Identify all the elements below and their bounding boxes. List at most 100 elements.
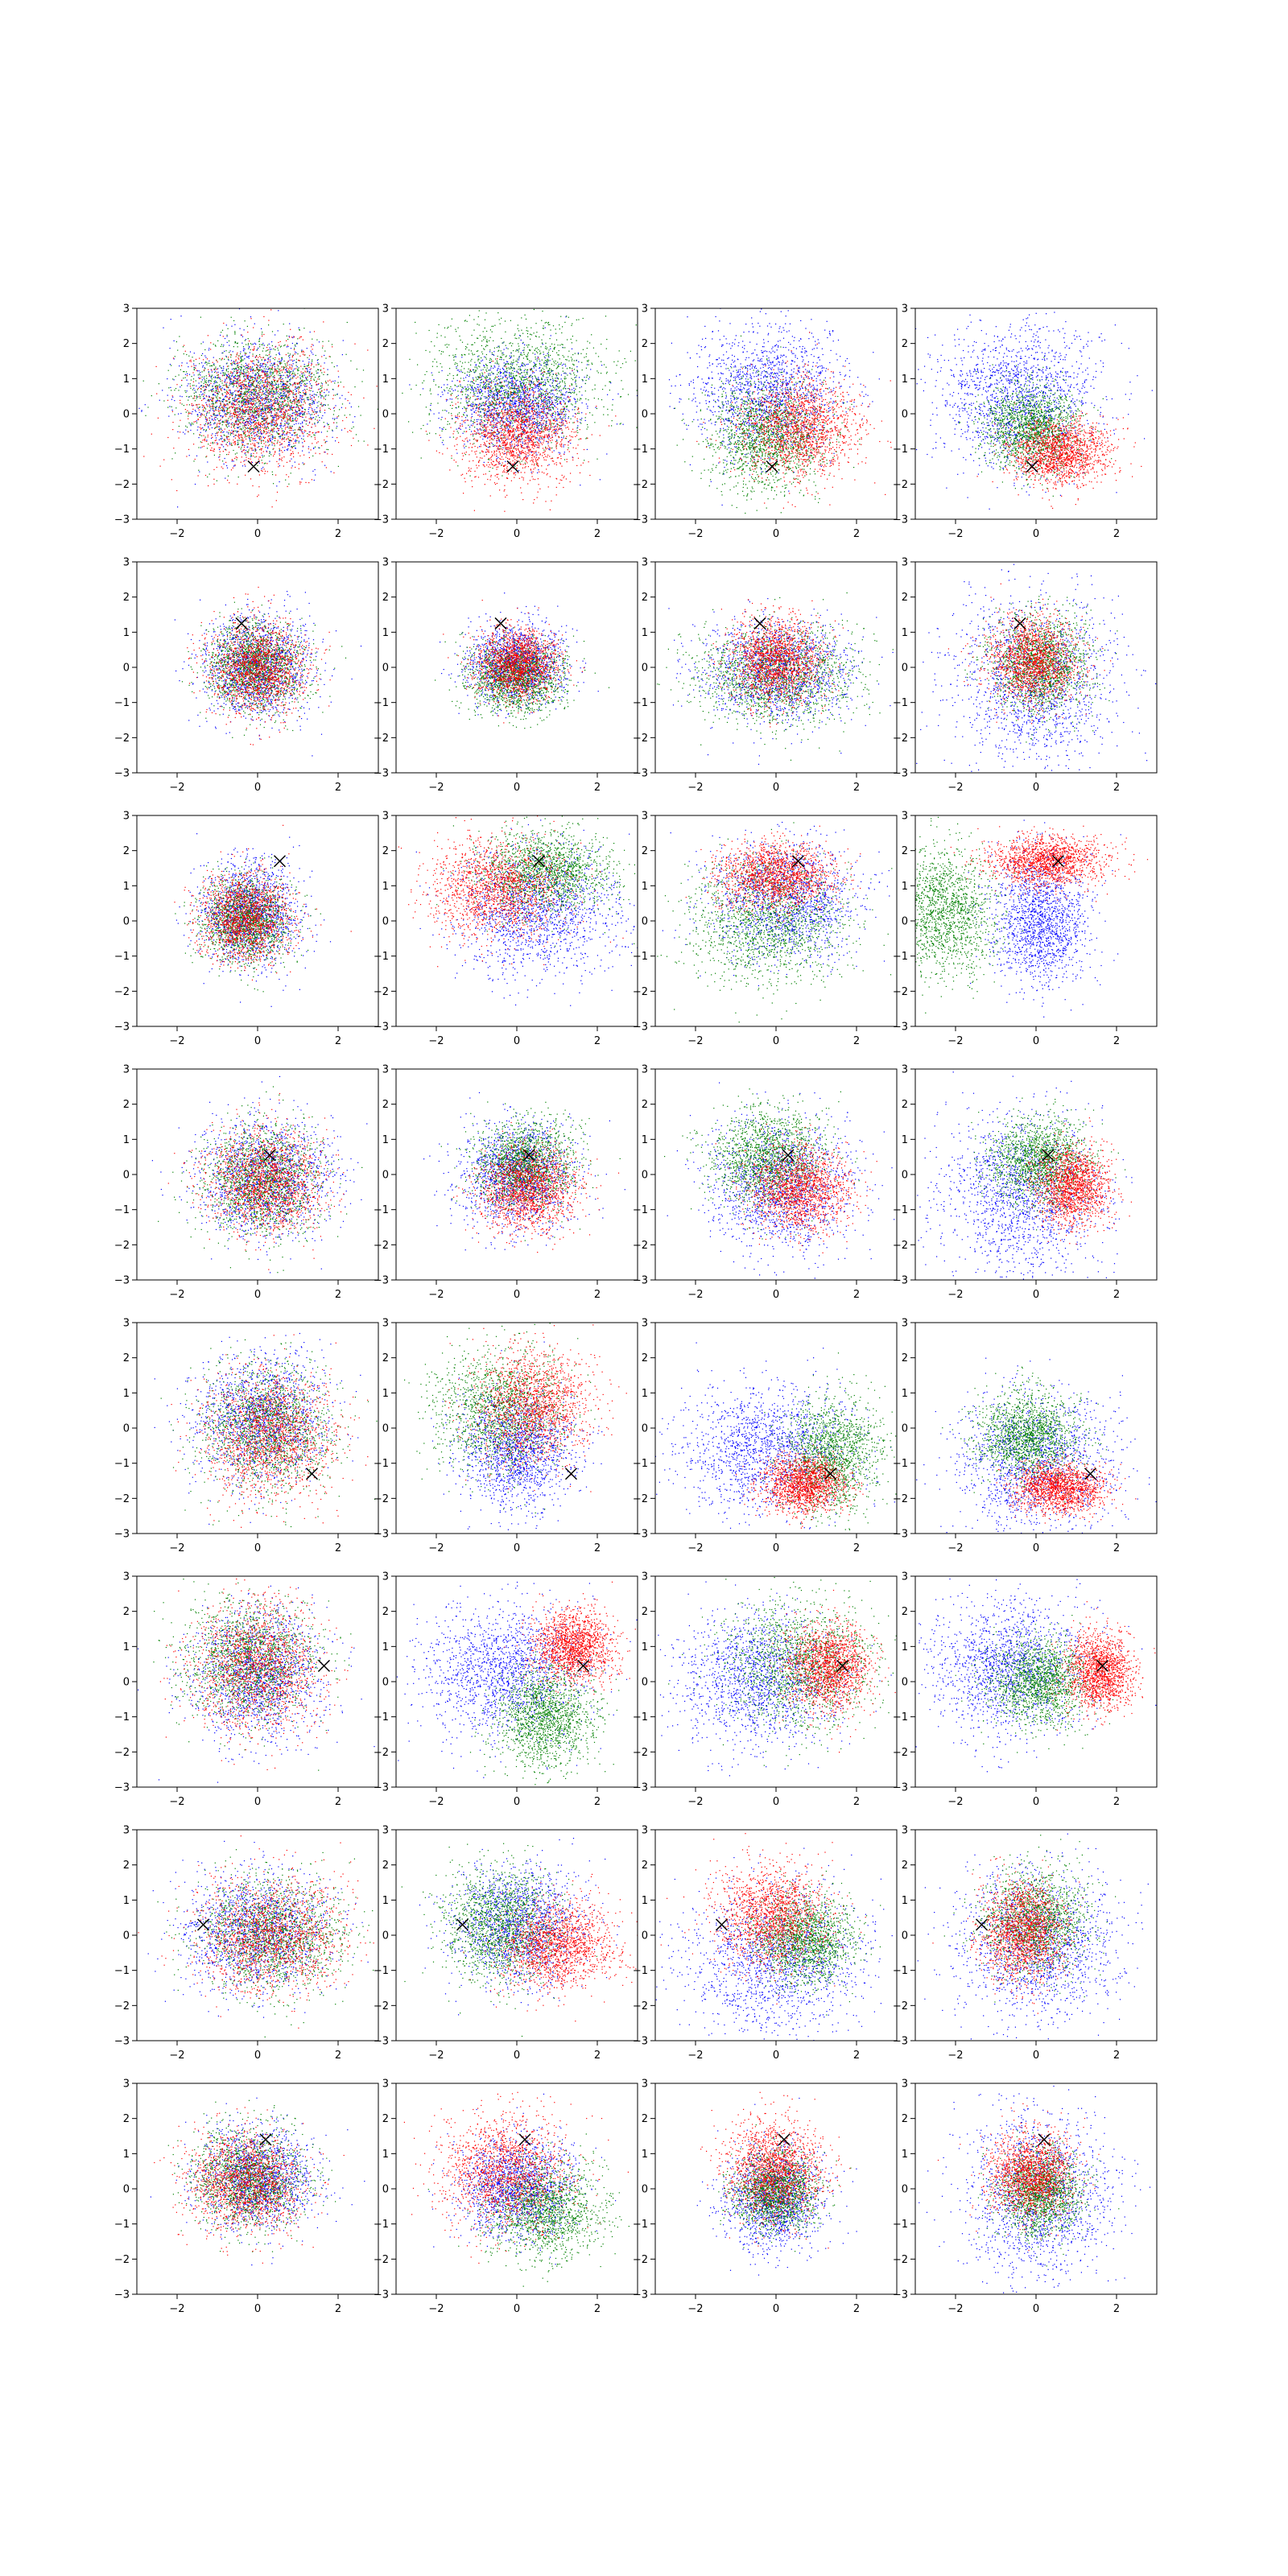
scatter-point xyxy=(229,416,230,417)
scatter-point xyxy=(305,377,306,378)
scatter-point xyxy=(292,365,293,366)
scatter-point xyxy=(266,376,267,377)
scatter-point xyxy=(271,419,272,420)
scatter-point xyxy=(300,366,301,367)
scatter-point xyxy=(229,377,230,378)
scatter-point xyxy=(265,370,266,371)
scatter-point xyxy=(283,375,284,376)
scatter-point xyxy=(234,428,235,429)
scatter-point xyxy=(207,411,208,412)
scatter-point xyxy=(291,390,292,391)
scatter-point xyxy=(260,448,261,449)
scatter-point xyxy=(533,394,534,395)
scatter-point xyxy=(321,445,322,446)
scatter-point xyxy=(205,416,206,417)
scatter-point xyxy=(237,378,238,379)
scatter-point xyxy=(347,431,348,432)
scatter-point xyxy=(297,338,298,339)
scatter-point xyxy=(274,415,275,416)
scatter-point xyxy=(213,451,214,452)
scatter-point xyxy=(263,403,264,404)
scatter-point xyxy=(304,394,305,395)
scatter-point xyxy=(236,368,237,369)
scatter-point xyxy=(193,405,194,406)
scatter-point xyxy=(276,402,277,403)
scatter-point xyxy=(326,441,327,442)
scatter-point xyxy=(283,366,284,367)
scatter-point xyxy=(232,424,233,425)
scatter-point xyxy=(273,443,274,444)
scatter-point xyxy=(259,394,260,395)
scatter-point xyxy=(220,408,221,409)
scatter-point xyxy=(254,405,255,406)
scatter-point xyxy=(308,434,309,435)
scatter-point xyxy=(236,401,237,402)
scatter-point xyxy=(278,365,279,366)
scatter-point xyxy=(279,401,280,402)
scatter-point xyxy=(202,405,203,406)
scatter-point xyxy=(276,426,277,427)
scatter-point xyxy=(181,365,182,366)
scatter-point xyxy=(499,401,500,402)
scatter-point xyxy=(251,450,252,451)
scatter-point xyxy=(283,456,284,457)
scatter-point xyxy=(253,396,254,397)
scatter-point xyxy=(289,392,290,393)
scatter-point xyxy=(317,360,318,361)
scatter-point xyxy=(245,412,246,413)
scatter-point xyxy=(287,399,288,400)
scatter-point xyxy=(261,443,262,444)
scatter-point xyxy=(319,376,320,377)
scatter-point xyxy=(317,402,318,403)
scatter-point xyxy=(252,366,253,367)
scatter-point xyxy=(212,375,213,376)
scatter-point xyxy=(205,357,206,358)
scatter-point xyxy=(177,431,178,432)
scatter-point xyxy=(221,466,222,467)
scatter-point xyxy=(282,397,283,398)
scatter-point xyxy=(258,341,259,342)
scatter-point xyxy=(250,386,251,387)
scatter-point xyxy=(321,418,322,419)
scatter-point xyxy=(225,405,226,406)
scatter-point xyxy=(179,365,180,366)
scatter-point xyxy=(488,391,489,392)
scatter-point xyxy=(271,428,272,429)
scatter-point xyxy=(170,364,171,365)
scatter-point xyxy=(313,379,314,380)
scatter-point xyxy=(232,460,233,461)
scatter-point xyxy=(309,373,310,374)
scatter-point xyxy=(240,352,241,353)
scatter-point xyxy=(312,471,313,472)
scatter-point xyxy=(193,364,194,365)
scatter-point xyxy=(241,358,242,359)
scatter-point xyxy=(195,410,196,411)
scatter-point xyxy=(301,413,302,414)
scatter-point xyxy=(231,394,232,395)
scatter-point xyxy=(244,366,245,367)
scatter-point xyxy=(270,423,271,424)
scatter-point xyxy=(294,424,295,425)
scatter-point xyxy=(172,395,173,396)
scatter-point xyxy=(222,421,223,422)
scatter-point xyxy=(318,431,319,432)
scatter-point xyxy=(293,363,294,364)
scatter-point xyxy=(204,392,205,393)
scatter-point xyxy=(260,402,261,403)
scatter-point xyxy=(246,385,247,386)
scatter-point xyxy=(254,456,255,457)
scatter-point xyxy=(207,420,208,421)
scatter-point xyxy=(568,418,569,419)
scatter-point xyxy=(284,393,285,394)
scatter-point xyxy=(325,405,326,406)
scatter-point xyxy=(191,366,192,367)
scatter-point xyxy=(286,354,287,355)
scatter-point xyxy=(282,401,283,402)
scatter-point xyxy=(228,359,229,360)
scatter-point xyxy=(230,433,231,434)
scatter-point xyxy=(240,372,241,373)
scatter-point xyxy=(261,375,262,376)
scatter-point xyxy=(215,376,216,377)
scatter-point xyxy=(259,463,260,464)
scatter-point xyxy=(239,376,240,377)
